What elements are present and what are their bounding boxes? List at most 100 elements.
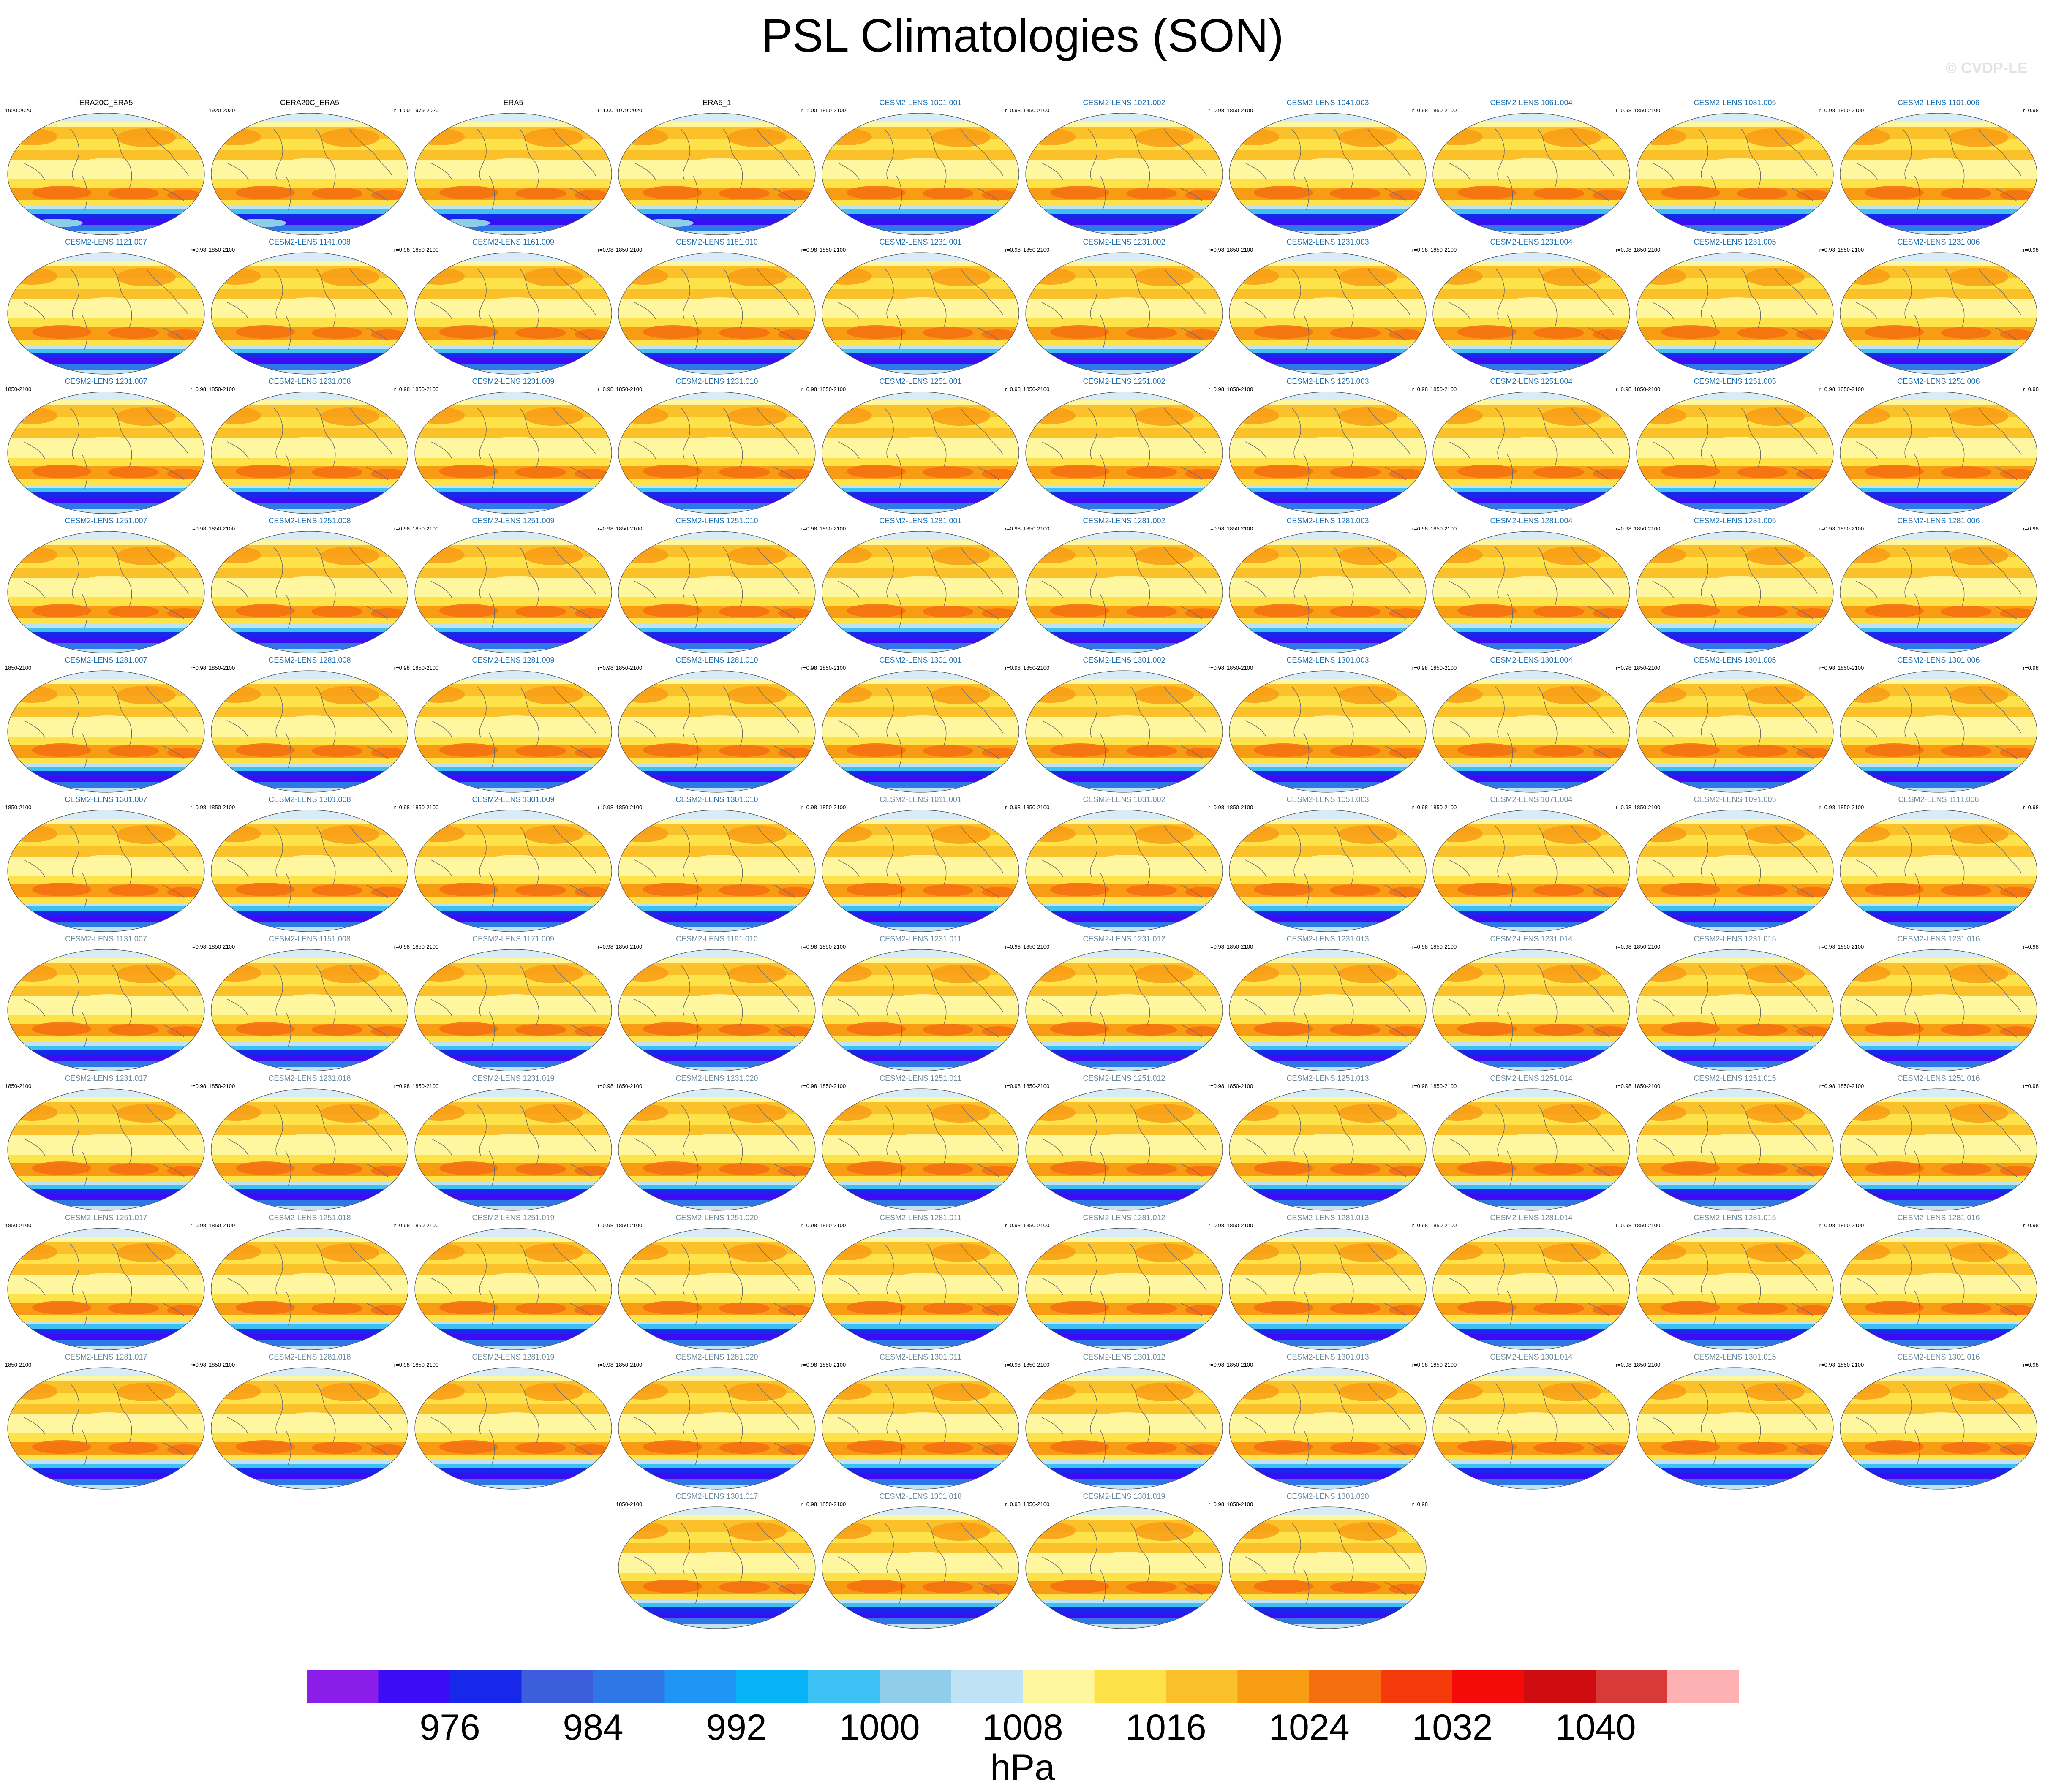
colorbar-tick-label: 992 — [706, 1707, 767, 1748]
panel-correlation: r=0.98 — [597, 804, 613, 810]
panel-correlation: r=0.98 — [1005, 247, 1021, 253]
panel-title: CESM2-LENS 1181.010 — [676, 238, 758, 246]
panel-title: CESM2-LENS 1281.016 — [1897, 1213, 1980, 1222]
psl-map — [7, 670, 205, 793]
panel-title: CESM2-LENS 1231.007 — [65, 377, 147, 386]
panel-period: 1850-2100 — [209, 665, 235, 671]
panel-title: CESM2-LENS 1231.018 — [268, 1074, 351, 1082]
panel-period: 1850-2100 — [1838, 804, 1864, 810]
psl-map — [1025, 252, 1223, 375]
panel-correlation: r=0.98 — [597, 1083, 613, 1089]
panel-correlation: r=0.98 — [394, 1362, 410, 1368]
colorbar-swatch — [880, 1670, 951, 1703]
panel-correlation: r=0.98 — [1615, 1362, 1631, 1368]
panel-title: CESM2-LENS 1251.011 — [880, 1074, 961, 1082]
panel-correlation: r=0.98 — [597, 665, 613, 671]
psl-map — [618, 949, 816, 1071]
psl-map — [211, 531, 408, 653]
panel-title: CESM2-LENS 1301.014 — [1490, 1353, 1573, 1361]
panel-period: 1850-2100 — [1838, 944, 1864, 950]
panel-title: CESM2-LENS 1301.009 — [472, 795, 555, 804]
psl-map — [822, 949, 1019, 1071]
map-panel: CESM2-LENS 1191.010 1850-2100 r=0.98 — [615, 934, 819, 1074]
panel-title: CESM2-LENS 1231.014 — [1490, 935, 1573, 943]
psl-map — [414, 531, 612, 653]
map-panel: CESM2-LENS 1231.008 1850-2100 r=0.98 — [208, 377, 411, 516]
panel-period: 1850-2100 — [820, 1083, 846, 1089]
panel-correlation: r=0.98 — [801, 944, 817, 950]
psl-map — [1636, 113, 1834, 235]
panel-title: CESM2-LENS 1231.006 — [1897, 238, 1980, 246]
panel-period: 1850-2100 — [1227, 1222, 1253, 1229]
panel-correlation: r=0.98 — [1615, 804, 1631, 810]
panel-period: 1850-2100 — [1634, 944, 1661, 950]
psl-map — [1229, 1367, 1427, 1490]
panel-period: 1850-2100 — [616, 665, 643, 671]
panel-title: CESM2-LENS 1231.011 — [880, 935, 961, 943]
psl-map — [618, 1088, 816, 1211]
psl-map — [1025, 1088, 1223, 1211]
map-panel: CESM2-LENS 1231.006 1850-2100 r=0.98 — [1837, 237, 2040, 377]
psl-map — [822, 531, 1019, 653]
map-panel: CESM2-LENS 1251.008 1850-2100 r=0.98 — [208, 516, 411, 655]
panel-correlation: r=0.98 — [1208, 1083, 1224, 1089]
map-panel: CESM2-LENS 1301.011 1850-2100 r=0.98 — [819, 1352, 1022, 1492]
panel-correlation: r=0.98 — [2023, 1083, 2039, 1089]
psl-map — [1840, 113, 2037, 235]
panel-correlation: r=0.98 — [394, 1222, 410, 1229]
map-panel: CESM2-LENS 1231.015 1850-2100 r=0.98 — [1633, 934, 1837, 1074]
panel-title: CESM2-LENS 1251.008 — [268, 517, 351, 525]
map-panel: CESM2-LENS 1281.014 1850-2100 r=0.98 — [1430, 1213, 1633, 1352]
panel-period: 1850-2100 — [820, 386, 846, 392]
panel-correlation: r=0.98 — [1615, 107, 1631, 114]
map-panel: CESM2-LENS 1281.003 1850-2100 r=0.98 — [1226, 516, 1430, 655]
psl-map — [7, 810, 205, 932]
psl-map — [1840, 810, 2037, 932]
panel-period: 1850-2100 — [1634, 247, 1661, 253]
panel-title: CESM2-LENS 1231.017 — [65, 1074, 147, 1082]
map-panel: CESM2-LENS 1251.019 1850-2100 r=0.98 — [411, 1213, 615, 1352]
psl-map — [1840, 252, 2037, 375]
panel-title: CESM2-LENS 1281.009 — [472, 656, 555, 664]
psl-map — [1840, 949, 2037, 1071]
psl-map — [1636, 810, 1834, 932]
panel-title: CESM2-LENS 1281.002 — [1083, 517, 1165, 525]
panel-title: CESM2-LENS 1091.005 — [1694, 795, 1776, 804]
psl-map — [7, 392, 205, 514]
map-panel: CESM2-LENS 1281.011 1850-2100 r=0.98 — [819, 1213, 1022, 1352]
psl-map — [211, 1228, 408, 1350]
panel-correlation: r=0.98 — [190, 525, 206, 532]
psl-map — [1432, 392, 1630, 514]
panel-title: CESM2-LENS 1041.003 — [1286, 98, 1369, 107]
colorbar-swatch — [1667, 1670, 1739, 1703]
panel-correlation: r=0.98 — [801, 1083, 817, 1089]
panel-title: CESM2-LENS 1251.007 — [65, 517, 147, 525]
map-panel: CESM2-LENS 1181.010 1850-2100 r=0.98 — [615, 237, 819, 377]
panel-correlation: r=0.98 — [1819, 107, 1835, 114]
psl-map — [1432, 252, 1630, 375]
panel-period: 1850-2100 — [1838, 247, 1864, 253]
panel-correlation: r=0.98 — [1412, 944, 1428, 950]
psl-map — [1229, 113, 1427, 235]
panel-title: CESM2-LENS 1231.003 — [1286, 238, 1369, 246]
panel-correlation: r=0.98 — [1819, 1362, 1835, 1368]
psl-map — [618, 252, 816, 375]
map-panel: CESM2-LENS 1041.003 1850-2100 r=0.98 — [1226, 98, 1430, 237]
map-panel: CESM2-LENS 1001.001 1850-2100 r=0.98 — [819, 98, 1022, 237]
psl-map — [1432, 531, 1630, 653]
panel-title: CESM2-LENS 1231.019 — [472, 1074, 555, 1082]
panel-correlation: r=0.98 — [394, 804, 410, 810]
map-panel: CESM2-LENS 1031.002 1850-2100 r=0.98 — [1022, 795, 1226, 934]
psl-map — [7, 1228, 205, 1350]
map-panel: CESM2-LENS 1101.006 1850-2100 r=0.98 — [1837, 98, 2040, 237]
panel-title: CESM2-LENS 1071.004 — [1490, 795, 1573, 804]
panel-title: CESM2-LENS 1281.006 — [1897, 517, 1980, 525]
panel-period: 1850-2100 — [1227, 247, 1253, 253]
panel-title: CESM2-LENS 1231.020 — [675, 1074, 758, 1082]
colorbar-swatch — [593, 1670, 665, 1703]
panel-correlation: r=0.98 — [597, 944, 613, 950]
psl-map — [7, 252, 205, 375]
map-panel: CESM2-LENS 1051.003 1850-2100 r=0.98 — [1226, 795, 1430, 934]
panel-correlation: r=0.98 — [190, 665, 206, 671]
map-panel: CESM2-LENS 1301.019 1850-2100 r=0.98 — [1022, 1492, 1226, 1631]
